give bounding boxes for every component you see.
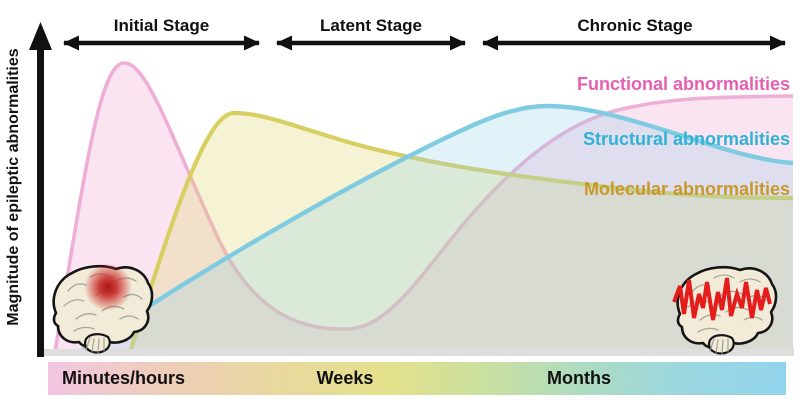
seizure-focus-icon [84,263,132,311]
stage-label-chronic: Chronic Stage [577,16,693,35]
stage-label-initial: Initial Stage [113,16,210,35]
baseline [44,349,794,356]
curve-functional [53,61,794,353]
timeline-gradient-bar: Minutes/hours Weeks Months [48,362,786,395]
y-axis-arrow [29,22,52,357]
timeline-label-months: Months [547,368,611,388]
y-axis-label: Magnitude of epileptic abnormalities [5,48,22,326]
curve-structural [78,103,794,354]
legend-structural-label: Structural abnormalities [582,129,790,149]
stage-label-latent: Latent Stage [319,16,423,35]
timeline-label-minutes-hours: Minutes/hours [62,368,186,388]
brain-right-illustration [672,265,778,356]
legend-molecular-label: Molecular abnormalities [583,179,790,199]
curve-molecular [128,110,794,353]
legend-functional-label: Functional abnormalities [576,74,790,94]
brain-left-illustration [52,263,154,355]
timeline-label-weeks: Weeks [316,368,374,388]
eeg-trace-icon [672,277,772,321]
